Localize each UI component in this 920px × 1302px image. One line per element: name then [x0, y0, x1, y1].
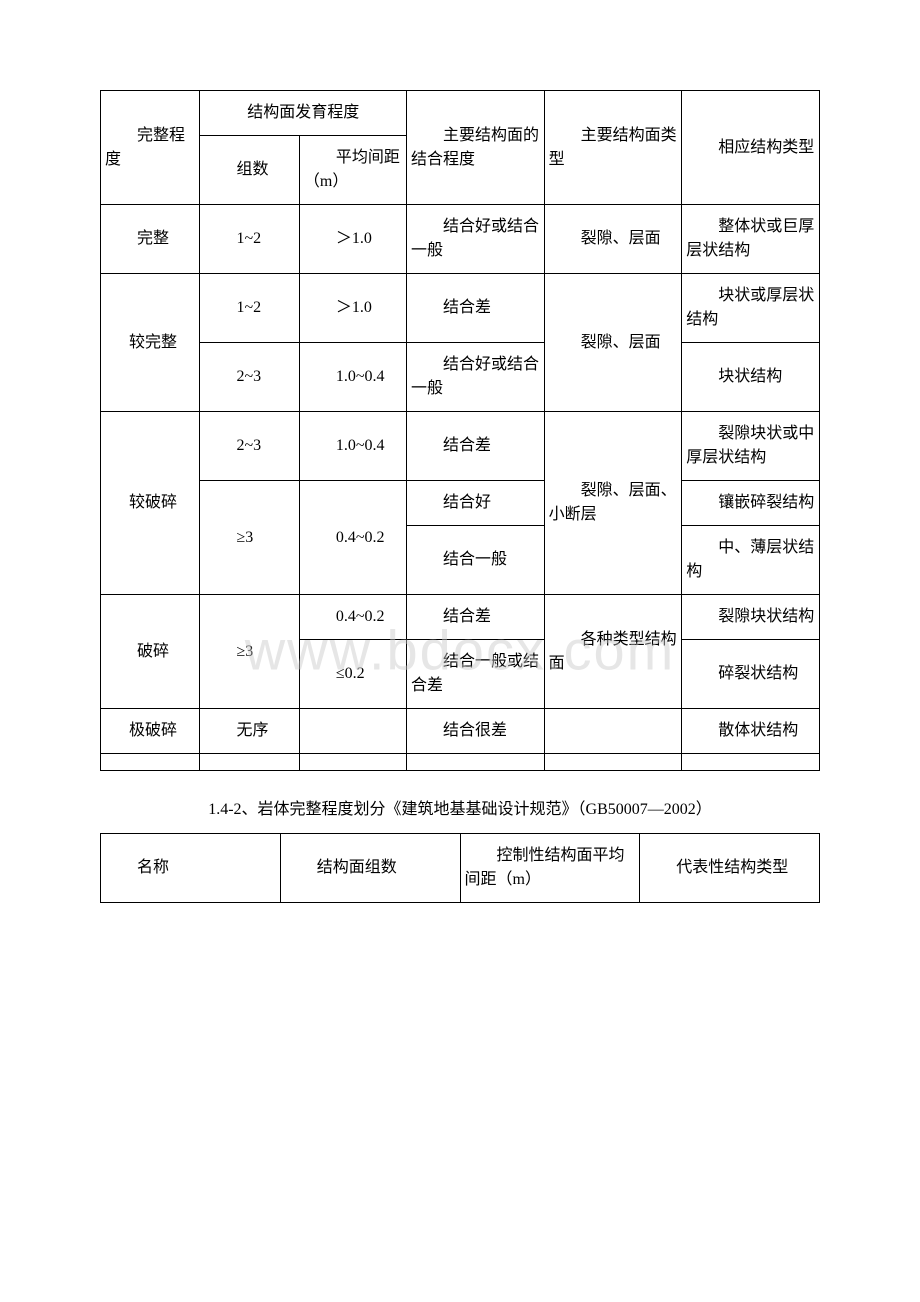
cell-structure-type: 镶嵌碎裂结构: [682, 481, 820, 526]
cell-bonding: 结合差: [406, 274, 544, 343]
header-bonding: 主要结构面的结合程度: [406, 91, 544, 205]
cell-spacing: 0.4~0.2: [299, 595, 406, 640]
header-groups: 组数: [200, 136, 299, 205]
cell-structure-type: 裂隙块状结构: [682, 595, 820, 640]
cell-integrity: 极破碎: [101, 709, 200, 754]
table2-header-row: 名称 结构面组数 控制性结构面平均间距（m） 代表性结构类型: [101, 834, 820, 903]
table-row: ≥3 0.4~0.2 结合好 镶嵌碎裂结构: [101, 481, 820, 526]
cell-bonding: 结合好或结合一般: [406, 343, 544, 412]
table-empty-row: [101, 754, 820, 771]
header-name: 名称: [101, 834, 281, 903]
cell-bonding: 结合很差: [406, 709, 544, 754]
cell-surface-type: 各种类型结构面: [544, 595, 682, 709]
cell-bonding: 结合差: [406, 595, 544, 640]
cell-integrity: 破碎: [101, 595, 200, 709]
cell-bonding: 结合好或结合一般: [406, 205, 544, 274]
header-groups: 结构面组数: [280, 834, 460, 903]
cell-structure-type: 整体状或巨厚层状结构: [682, 205, 820, 274]
cell-structure-type: 中、薄层状结构: [682, 526, 820, 595]
header-structure-type: 代表性结构类型: [640, 834, 820, 903]
cell-spacing: [299, 709, 406, 754]
cell-groups: 无序: [200, 709, 299, 754]
header-spacing: 控制性结构面平均间距（m）: [460, 834, 640, 903]
cell-integrity: 完整: [101, 205, 200, 274]
table-row: 完整 1~2 ＞1.0 结合好或结合一般 裂隙、层面 整体状或巨厚层状结构: [101, 205, 820, 274]
cell-groups: ≥3: [200, 595, 299, 709]
table-row: 破碎 ≥3 0.4~0.2 结合差 各种类型结构面 裂隙块状结构: [101, 595, 820, 640]
cell-integrity: 较破碎: [101, 412, 200, 595]
cell-groups: 1~2: [200, 205, 299, 274]
cell-structure-type: 裂隙块状或中厚层状结构: [682, 412, 820, 481]
cell-bonding: 结合好: [406, 481, 544, 526]
cell-bonding: 结合一般: [406, 526, 544, 595]
gb50007-table: 名称 结构面组数 控制性结构面平均间距（m） 代表性结构类型: [100, 833, 820, 903]
cell-spacing: ≤0.2: [299, 640, 406, 709]
cell-groups: 2~3: [200, 343, 299, 412]
header-spacing: 平均间距（m）: [299, 136, 406, 205]
cell-spacing: 0.4~0.2: [299, 481, 406, 595]
integrity-classification-table: 完整程度 结构面发育程度 主要结构面的结合程度 主要结构面类型 相应结构类型 组…: [100, 90, 820, 771]
header-structure-type: 相应结构类型: [682, 91, 820, 205]
cell-spacing: ＞1.0: [299, 274, 406, 343]
cell-surface-type: [544, 709, 682, 754]
cell-spacing: ＞1.0: [299, 205, 406, 274]
cell-groups: 2~3: [200, 412, 299, 481]
cell-surface-type: 裂隙、层面: [544, 274, 682, 412]
header-surface-type: 主要结构面类型: [544, 91, 682, 205]
cell-spacing: 1.0~0.4: [299, 412, 406, 481]
cell-structure-type: 散体状结构: [682, 709, 820, 754]
table-row: 较破碎 2~3 1.0~0.4 结合差 裂隙、层面、小断层 裂隙块状或中厚层状结…: [101, 412, 820, 481]
table2-caption: 1.4-2、岩体完整程度划分《建筑地基基础设计规范》（GB50007—2002）: [100, 795, 820, 819]
cell-surface-type: 裂隙、层面: [544, 205, 682, 274]
cell-groups: ≥3: [200, 481, 299, 595]
cell-bonding: 结合差: [406, 412, 544, 481]
cell-structure-type: 块状或厚层状结构: [682, 274, 820, 343]
table-row: 极破碎 无序 结合很差 散体状结构: [101, 709, 820, 754]
header-integrity: 完整程度: [101, 91, 200, 205]
cell-integrity: 较完整: [101, 274, 200, 412]
cell-structure-type: 块状结构: [682, 343, 820, 412]
cell-structure-type: 碎裂状结构: [682, 640, 820, 709]
cell-spacing: 1.0~0.4: [299, 343, 406, 412]
table-row: 较完整 1~2 ＞1.0 结合差 裂隙、层面 块状或厚层状结构: [101, 274, 820, 343]
cell-surface-type: 裂隙、层面、小断层: [544, 412, 682, 595]
cell-groups: 1~2: [200, 274, 299, 343]
table-header-row-1: 完整程度 结构面发育程度 主要结构面的结合程度 主要结构面类型 相应结构类型: [101, 91, 820, 136]
cell-bonding: 结合一般或结合差: [406, 640, 544, 709]
header-structure-dev: 结构面发育程度: [200, 91, 407, 136]
table-row: 2~3 1.0~0.4 结合好或结合一般 块状结构: [101, 343, 820, 412]
